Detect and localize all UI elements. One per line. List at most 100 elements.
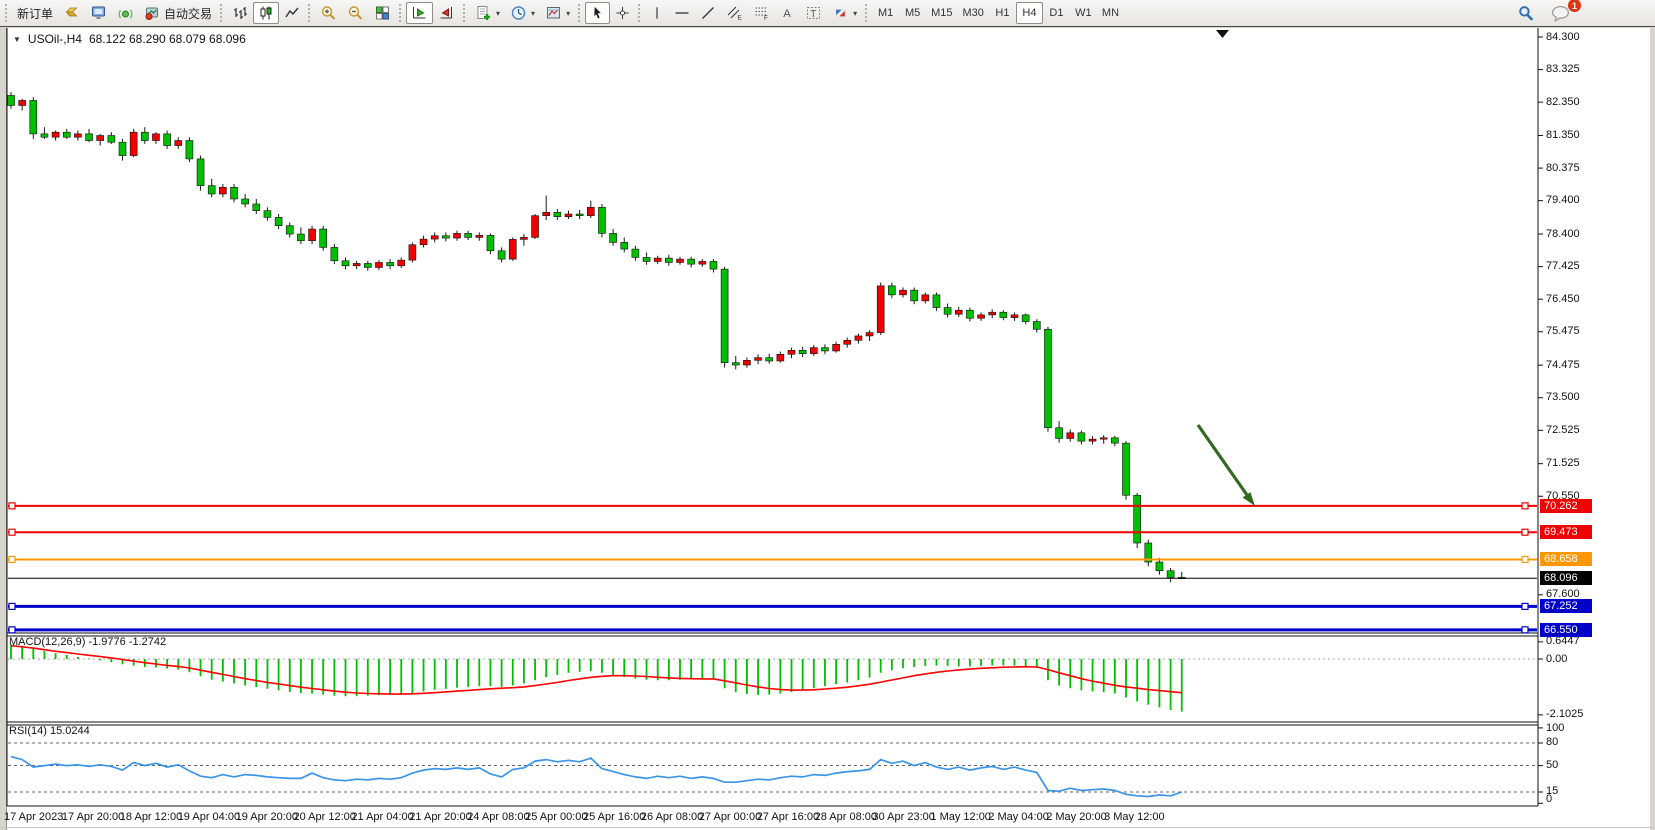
candle-bearish (910, 289, 918, 302)
new-order-button[interactable]: 新订单 (17, 6, 54, 21)
chart-shift-marker[interactable] (1216, 30, 1229, 38)
annotation-arrow-shaft[interactable] (1196, 424, 1249, 496)
candle-bullish (520, 237, 528, 240)
trendline-tool[interactable] (695, 2, 721, 24)
svg-text:E: E (738, 15, 743, 22)
candle-bullish (776, 353, 785, 362)
candle-bullish (419, 238, 428, 246)
tf-h4-button[interactable]: H4 (1015, 2, 1043, 24)
crosshair-icon (616, 6, 629, 20)
arrows-tool[interactable]: ▾ (827, 2, 862, 24)
horizontal-line-tool[interactable] (669, 2, 695, 24)
chart-shift-button[interactable] (433, 2, 460, 24)
chart-window: ▼ USOil-,H4 68.122 68.290 68.079 68.096 … (0, 28, 1655, 830)
zoom-out-button[interactable] (342, 2, 369, 24)
horizontal-line-icon (675, 12, 689, 14)
cursor-icon (594, 6, 601, 19)
line-drag-handle[interactable] (8, 528, 16, 536)
fibonacci-icon: F (755, 7, 768, 21)
line-drag-handle[interactable] (8, 602, 16, 611)
tile-windows-button[interactable] (369, 2, 396, 24)
candle-bearish (486, 235, 495, 252)
line-drag-handle[interactable] (1521, 528, 1529, 536)
candle-bearish (7, 95, 15, 106)
candle-bearish (163, 133, 171, 146)
market-watch-button[interactable] (58, 2, 85, 24)
price-tick-label: 78.400 (1546, 227, 1580, 240)
candle-bearish (631, 248, 640, 258)
text-tool[interactable]: A (775, 2, 800, 24)
fibonacci-tool[interactable]: F (748, 2, 775, 24)
candle-bullish (508, 239, 517, 260)
data-window-button[interactable] (85, 2, 112, 24)
candle-bullish (843, 339, 852, 345)
line-drag-handle[interactable] (1521, 602, 1529, 611)
tf-d1-button[interactable]: D1 (1049, 7, 1064, 19)
clock-icon (511, 6, 526, 20)
svg-text:A: A (783, 8, 791, 20)
price-tick-label: 67.600 (1546, 588, 1580, 601)
trendline-icon (702, 7, 715, 19)
candle-bearish (241, 198, 249, 205)
price-tick-label: 84.300 (1546, 30, 1580, 43)
auto-scroll-button[interactable] (406, 2, 434, 24)
collapse-triangle-icon[interactable]: ▼ (13, 34, 21, 44)
search-button[interactable] (1512, 2, 1540, 24)
templates-button[interactable]: ▾ (540, 2, 575, 24)
auto-trading-button[interactable]: 自动交易 (139, 2, 217, 24)
tf-h1-button[interactable]: H1 (995, 7, 1010, 19)
candle-bearish (185, 140, 194, 160)
equidistant-channel-tool[interactable]: E (721, 2, 748, 24)
candle-bearish (1033, 321, 1041, 330)
line-drag-handle[interactable] (8, 502, 16, 510)
periods-button[interactable]: ▾ (505, 2, 540, 24)
line-drag-handle[interactable] (8, 555, 16, 564)
navigator-button[interactable] (112, 2, 139, 24)
price-tick-label: 71.525 (1546, 457, 1580, 470)
tf-mn-button[interactable]: MN (1101, 7, 1120, 19)
time-axis-label: 21 Apr 04:00 (351, 811, 414, 823)
line-drag-handle[interactable] (8, 626, 16, 634)
candle-bearish (29, 100, 38, 135)
candle-bearish (363, 263, 372, 268)
tf-m15-button[interactable]: M15 (931, 7, 953, 19)
candle-bullish (1099, 437, 1108, 440)
line-drag-handle[interactable] (1521, 555, 1529, 564)
line-chart-button[interactable] (279, 2, 305, 24)
candle-bearish (330, 247, 339, 262)
tf-w1-button[interactable]: W1 (1075, 7, 1092, 19)
line-drag-handle[interactable] (1521, 502, 1529, 510)
candle-bullish (219, 187, 227, 195)
candle-bullish (787, 349, 796, 355)
community-button[interactable]: 1 (1546, 0, 1581, 24)
bar-chart-button[interactable] (227, 2, 253, 24)
time-axis-label: 17 Apr 20:00 (61, 811, 125, 823)
hline-price-label: 70.262 (1540, 498, 1592, 513)
vertical-line-tool[interactable] (645, 2, 669, 24)
tf-m30-button[interactable]: M30 (962, 7, 984, 19)
price-tick-label: 81.350 (1546, 129, 1580, 142)
candlestick-chart-button[interactable] (253, 2, 280, 24)
candle-bullish (96, 135, 104, 141)
time-axis-label: 27 Apr 00:00 (698, 811, 762, 823)
candle-bullish (977, 314, 985, 319)
cursor-button[interactable] (585, 2, 611, 24)
tf-m5-button[interactable]: M5 (904, 7, 921, 19)
indicators-button[interactable]: ▾ (470, 2, 505, 24)
time-axis-label: 27 Apr 16:00 (756, 811, 820, 823)
time-axis-label: 3 May 12:00 (1104, 811, 1165, 823)
candle-bullish (51, 131, 60, 138)
line-drag-handle[interactable] (1521, 626, 1529, 634)
text-label-tool[interactable]: T (800, 2, 827, 24)
candle-bearish (620, 242, 629, 250)
candle-bearish (575, 213, 584, 216)
candle-bullish (129, 131, 138, 156)
tf-m1-button[interactable]: M1 (877, 7, 894, 19)
annotation-arrow-head[interactable] (1242, 492, 1255, 506)
price-tick-label: 80.375 (1546, 161, 1580, 174)
chat-bubble-icon (1551, 5, 1570, 22)
crosshair-button[interactable] (610, 2, 635, 24)
zoom-in-button[interactable] (315, 2, 342, 24)
